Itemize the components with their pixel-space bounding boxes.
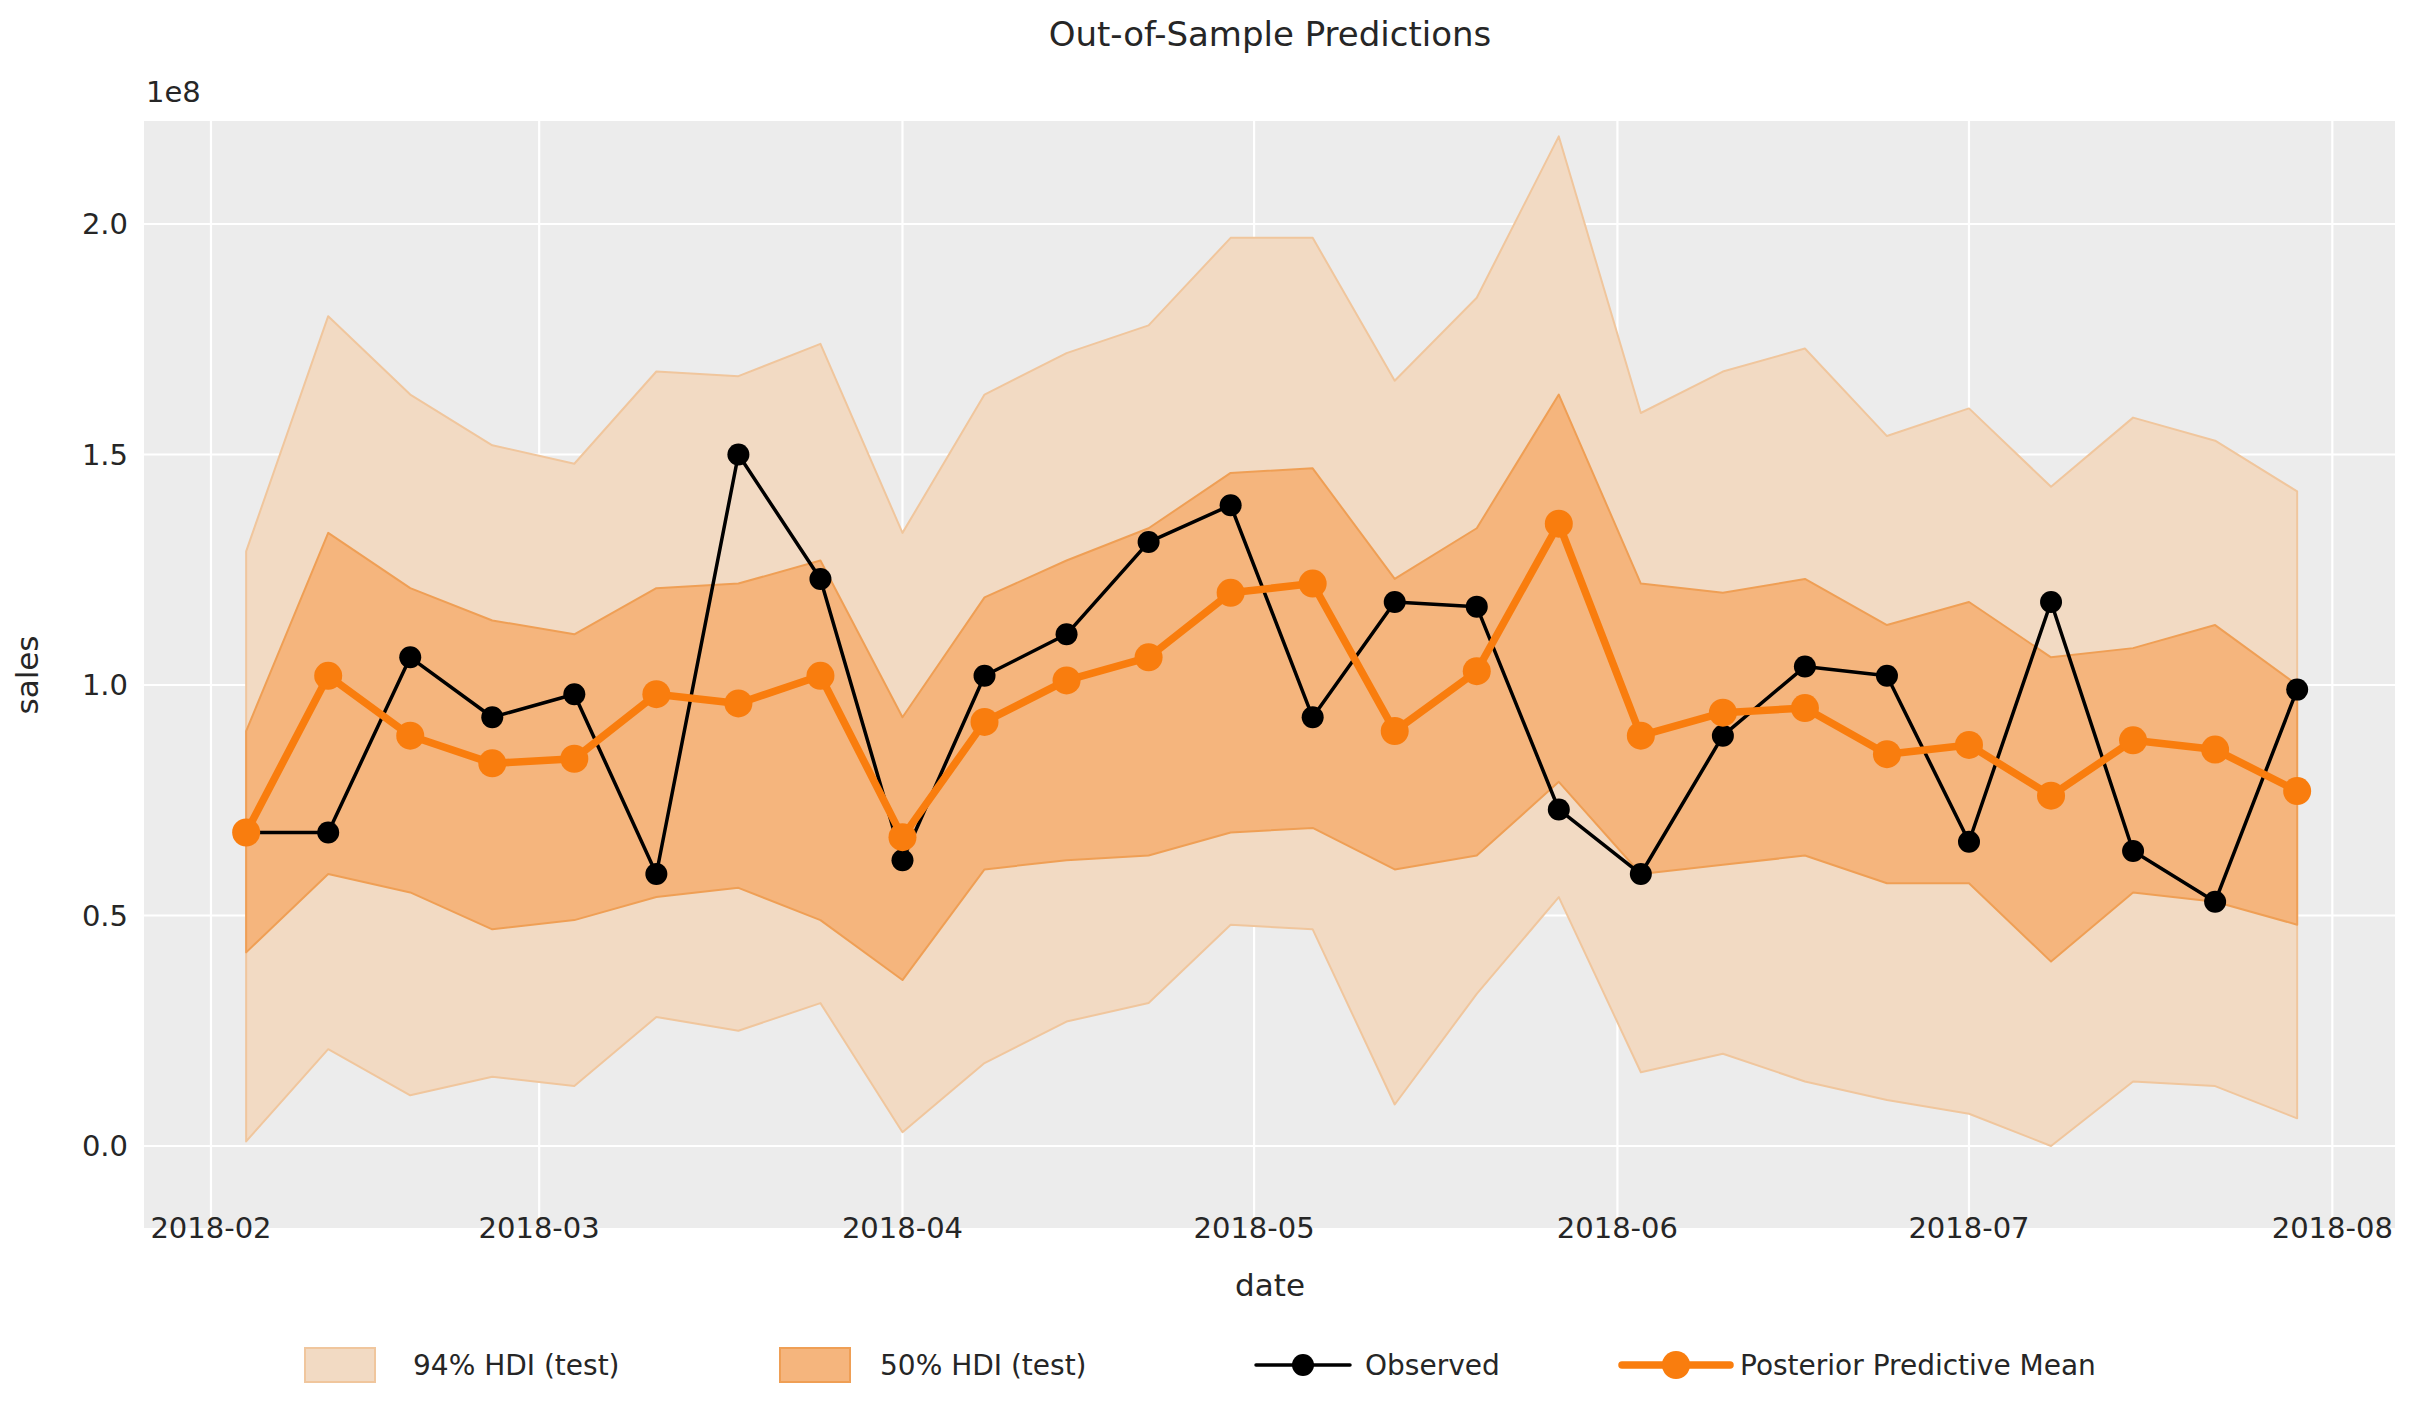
- posterior-predictive-mean-point: [806, 662, 834, 690]
- observed-point: [399, 646, 421, 668]
- posterior-predictive-mean-point: [971, 708, 999, 736]
- observed-point: [317, 822, 339, 844]
- y-tick-label: 1.0: [82, 668, 128, 702]
- observed-point: [1548, 798, 1570, 820]
- posterior-predictive-mean-point: [2201, 736, 2229, 764]
- posterior-predictive-mean-point: [2119, 726, 2147, 754]
- observed-point: [891, 849, 913, 871]
- observed-point: [1056, 623, 1078, 645]
- posterior-predictive-mean-point: [314, 662, 342, 690]
- observed-point: [1876, 665, 1898, 687]
- legend-label: 94% HDI (test): [413, 1349, 620, 1382]
- chart-title: Out-of-Sample Predictions: [1049, 14, 1492, 54]
- x-tick-label: 2018-03: [479, 1211, 600, 1245]
- observed-point: [1794, 656, 1816, 678]
- observed-point: [2122, 840, 2144, 862]
- observed-point: [1384, 591, 1406, 613]
- posterior-predictive-mean-point: [1381, 717, 1409, 745]
- posterior-predictive-mean-point: [1299, 570, 1327, 598]
- observed-point: [2204, 891, 2226, 913]
- chart-canvas: 0.0 0.5 1.0 1.5 2.0 2018-02 2018-03 2018-04 2018…: [0, 0, 2423, 1423]
- posterior-predictive-mean-point: [1873, 740, 1901, 768]
- x-tick-label: 2018-06: [1557, 1211, 1678, 1245]
- x-axis-label: date: [1235, 1267, 1305, 1303]
- posterior-predictive-mean-point: [1627, 722, 1655, 750]
- y-tick-label: 0.5: [82, 899, 128, 933]
- observed-point: [1958, 831, 1980, 853]
- x-tick-label: 2018-02: [150, 1211, 271, 1245]
- observed-point: [2040, 591, 2062, 613]
- y-tick-label: 2.0: [82, 207, 128, 241]
- posterior-predictive-mean-point: [888, 823, 916, 851]
- posterior-predictive-mean-point: [560, 745, 588, 773]
- posterior-predictive-mean-point: [478, 749, 506, 777]
- legend-label: 50% HDI (test): [880, 1349, 1087, 1382]
- legend-item-94-hdi-test-: 94% HDI (test): [305, 1348, 620, 1382]
- x-tick-label: 2018-08: [2272, 1211, 2393, 1245]
- legend-swatch: [780, 1348, 850, 1382]
- posterior-predictive-mean-point: [1791, 694, 1819, 722]
- posterior-predictive-mean-point: [396, 722, 424, 750]
- posterior-predictive-mean-point: [642, 680, 670, 708]
- observed-point: [1466, 596, 1488, 618]
- y-tick-label: 0.0: [82, 1129, 128, 1163]
- posterior-predictive-mean-point: [724, 689, 752, 717]
- observed-point: [1138, 531, 1160, 553]
- legend-swatch: [305, 1348, 375, 1382]
- posterior-predictive-mean-point: [2283, 777, 2311, 805]
- observed-point: [481, 706, 503, 728]
- posterior-predictive-mean-point: [1053, 666, 1081, 694]
- posterior-predictive-mean-point: [1955, 731, 1983, 759]
- observed-point: [809, 568, 831, 590]
- x-tick-label: 2018-05: [1193, 1211, 1314, 1245]
- observed-point: [563, 683, 585, 705]
- legend-item-50-hdi-test-: 50% HDI (test): [780, 1348, 1087, 1382]
- legend-label: Observed: [1365, 1349, 1500, 1382]
- posterior-predictive-mean-point: [232, 819, 260, 847]
- observed-point: [1630, 863, 1652, 885]
- y-axis-offset-text: 1e8: [146, 75, 201, 109]
- posterior-predictive-mean-point: [2037, 782, 2065, 810]
- y-axis-label: sales: [9, 636, 45, 715]
- legend-marker-dot: [1292, 1354, 1314, 1376]
- observed-point: [1220, 494, 1242, 516]
- posterior-predictive-mean-point: [1709, 699, 1737, 727]
- x-tick-label: 2018-07: [1908, 1211, 2029, 1245]
- posterior-predictive-mean-point: [1217, 579, 1245, 607]
- legend-label: Posterior Predictive Mean: [1740, 1349, 2096, 1382]
- x-tick-label: 2018-04: [842, 1211, 963, 1245]
- observed-point: [645, 863, 667, 885]
- observed-point: [1302, 706, 1324, 728]
- observed-point: [2286, 679, 2308, 701]
- posterior-predictive-mean-point: [1545, 510, 1573, 538]
- legend-marker-dot: [1662, 1351, 1690, 1379]
- posterior-predictive-mean-point: [1463, 657, 1491, 685]
- posterior-predictive-mean-point: [1135, 643, 1163, 671]
- observed-point: [727, 444, 749, 466]
- y-tick-label: 1.5: [82, 438, 128, 472]
- observed-point: [974, 665, 996, 687]
- figure: 0.0 0.5 1.0 1.5 2.0 2018-02 2018-03 2018-04 2018…: [0, 0, 2423, 1423]
- observed-point: [1712, 725, 1734, 747]
